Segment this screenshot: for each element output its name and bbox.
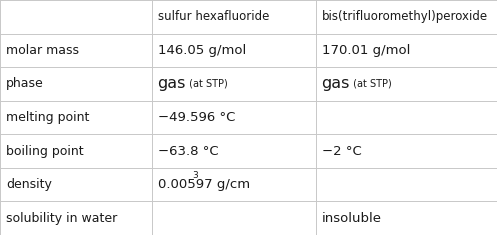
Text: 146.05 g/mol: 146.05 g/mol [158, 44, 246, 57]
Text: insoluble: insoluble [322, 212, 382, 225]
Text: −63.8 °C: −63.8 °C [158, 145, 218, 158]
Text: solubility in water: solubility in water [6, 212, 117, 225]
Text: −2 °C: −2 °C [322, 145, 361, 158]
Text: −49.596 °C: −49.596 °C [158, 111, 235, 124]
Text: melting point: melting point [6, 111, 89, 124]
Text: gas: gas [322, 76, 350, 91]
Text: sulfur hexafluoride: sulfur hexafluoride [158, 10, 269, 23]
Text: phase: phase [6, 77, 44, 90]
Text: 3: 3 [192, 171, 198, 180]
Text: gas: gas [158, 76, 186, 91]
Text: molar mass: molar mass [6, 44, 79, 57]
Text: (at STP): (at STP) [350, 79, 392, 89]
Text: (at STP): (at STP) [186, 79, 228, 89]
Text: density: density [6, 178, 52, 191]
Text: bis(trifluoromethyl)peroxide: bis(trifluoromethyl)peroxide [322, 10, 488, 23]
Text: boiling point: boiling point [6, 145, 83, 158]
Text: 170.01 g/mol: 170.01 g/mol [322, 44, 410, 57]
Text: 0.00597 g/cm: 0.00597 g/cm [158, 178, 249, 191]
